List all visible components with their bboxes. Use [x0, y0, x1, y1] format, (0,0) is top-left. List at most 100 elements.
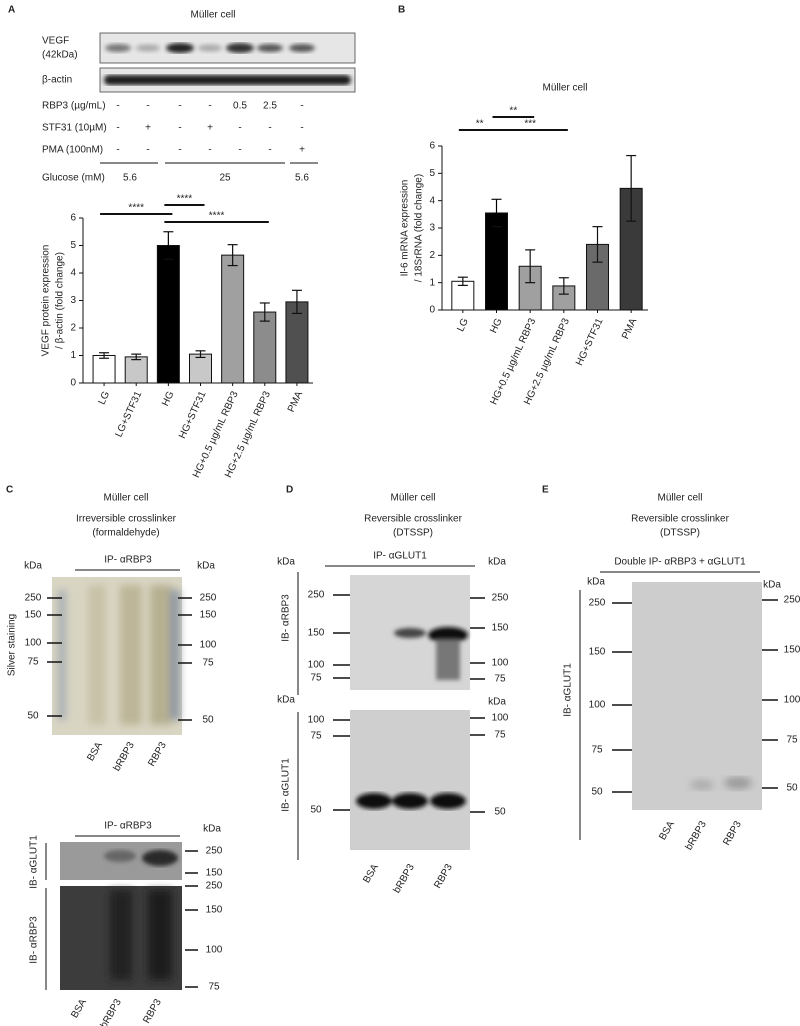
- kda-label: kDa: [203, 824, 221, 835]
- error-bar: [195, 350, 206, 359]
- marker-label: 75: [494, 674, 506, 685]
- kda-label: kDa: [763, 580, 781, 591]
- marker-label: 250: [200, 593, 217, 604]
- treatment-cell: 2.5: [263, 101, 277, 112]
- bands: [690, 777, 752, 790]
- marker-label: 100: [784, 695, 800, 706]
- y-tick-label: 4: [70, 268, 76, 279]
- marker-label: 50: [494, 807, 506, 818]
- y-tick-label: 3: [70, 295, 76, 306]
- marker-label: 50: [786, 783, 798, 794]
- treatment-cell: +: [145, 123, 151, 134]
- kda-label: kDa: [24, 561, 42, 572]
- treatment-cell: -: [178, 101, 181, 112]
- panel-letter: D: [286, 485, 293, 496]
- y-tick-label: 5: [429, 168, 435, 179]
- panel-title: Müller cell: [657, 493, 702, 504]
- ip-label: IP- αRBP3: [104, 821, 152, 832]
- treatment-cell: -: [116, 145, 119, 156]
- lane-label: RBP3: [146, 740, 169, 769]
- treatment-label: RBP3 (µg/mL): [42, 101, 106, 112]
- error-bar: [457, 276, 468, 286]
- marker-label: 250: [784, 595, 800, 606]
- marker-label: 50: [591, 787, 603, 798]
- glucose-value: 25: [219, 173, 231, 184]
- chart-title: Müller cell: [542, 83, 587, 94]
- lane-label: bRBP3: [392, 862, 418, 895]
- significance-label: ****: [177, 194, 193, 205]
- treatment-cell: -: [300, 101, 303, 112]
- x-tick-label: HG+STF31: [574, 316, 606, 367]
- treatment-cell: +: [299, 145, 305, 156]
- error-bar: [592, 226, 603, 263]
- error-bar: [227, 244, 238, 267]
- panel-subtitle: Reversible crosslinker: [631, 514, 729, 525]
- marker-label: 75: [494, 730, 506, 741]
- lane-label: BSA: [657, 819, 677, 842]
- bands: [105, 43, 315, 53]
- panel-subtitle: (DTSSP): [660, 528, 700, 539]
- treatment-label: STF31 (10µM): [42, 123, 107, 134]
- side-label: IB- αGLUT1: [563, 663, 574, 717]
- ip-label: Double IP- αRBP3 + αGLUT1: [614, 557, 746, 568]
- kda-label: kDa: [488, 557, 506, 568]
- error-bar: [558, 277, 569, 295]
- y-tick-label: 1: [70, 350, 76, 361]
- y-axis-label: / 18SrRNA (fold change): [414, 174, 425, 282]
- ip-label: IP- αRBP3: [104, 555, 152, 566]
- treatment-label: Glucose (mM): [42, 173, 105, 184]
- marker-label: 250: [589, 598, 606, 609]
- x-tick-label: PMA: [620, 316, 639, 341]
- error-bar: [491, 198, 502, 228]
- marker-label: 75: [202, 658, 214, 669]
- side-label: IB- αGLUT1: [281, 758, 292, 812]
- kda-label: kDa: [277, 557, 295, 568]
- lane-label: RBP3: [432, 862, 455, 891]
- bar: [92, 355, 116, 384]
- lane-label: bRBP3: [99, 997, 125, 1026]
- panel-title: Müller cell: [103, 493, 148, 504]
- y-tick-label: 3: [429, 223, 435, 234]
- treatment-cell: -: [116, 123, 119, 134]
- marker-label: 250: [25, 593, 42, 604]
- bar: [124, 356, 148, 384]
- kda-label: kDa: [197, 561, 215, 572]
- lane-label: bRBP3: [684, 819, 710, 852]
- x-tick-label: PMA: [286, 389, 305, 414]
- marker-label: 50: [27, 711, 39, 722]
- y-axis-label: Il-6 mRNA expression: [400, 180, 411, 277]
- y-tick-label: 0: [70, 378, 76, 389]
- blot-label: VEGF: [42, 36, 69, 47]
- lane-label: RBP3: [721, 819, 744, 848]
- side-label: Silver staining: [7, 614, 18, 676]
- y-tick-label: 6: [70, 213, 76, 224]
- marker-label: 100: [589, 700, 606, 711]
- treatment-cell: -: [116, 101, 119, 112]
- panel-subtitle: (formaldehyde): [92, 528, 159, 539]
- smears: [58, 585, 180, 725]
- x-tick-label: LG: [97, 390, 113, 407]
- x-tick-label: HG+STF31: [177, 389, 209, 440]
- smears: [110, 890, 172, 980]
- error-bar: [131, 353, 142, 361]
- blot-label: (42kDa): [42, 50, 78, 61]
- marker-label: 250: [206, 846, 223, 857]
- significance-label: ***: [524, 119, 536, 130]
- error-bar: [259, 302, 270, 322]
- panel-title: Müller cell: [390, 493, 435, 504]
- x-tick-label: LG: [455, 317, 471, 334]
- error-bar: [525, 249, 536, 284]
- marker-label: 100: [492, 658, 509, 669]
- x-tick-label: HG: [488, 317, 504, 335]
- marker-label: 75: [27, 657, 39, 668]
- marker-label: 150: [206, 868, 223, 879]
- lane-label: RBP3: [141, 997, 164, 1026]
- bar: [285, 301, 309, 384]
- y-tick-label: 4: [429, 195, 435, 206]
- marker-label: 150: [25, 610, 42, 621]
- marker-label: 75: [786, 735, 798, 746]
- panel-letter: B: [398, 5, 405, 16]
- significance-label: **: [509, 106, 517, 117]
- blot-e: [632, 582, 762, 810]
- panel-letter: A: [8, 5, 15, 16]
